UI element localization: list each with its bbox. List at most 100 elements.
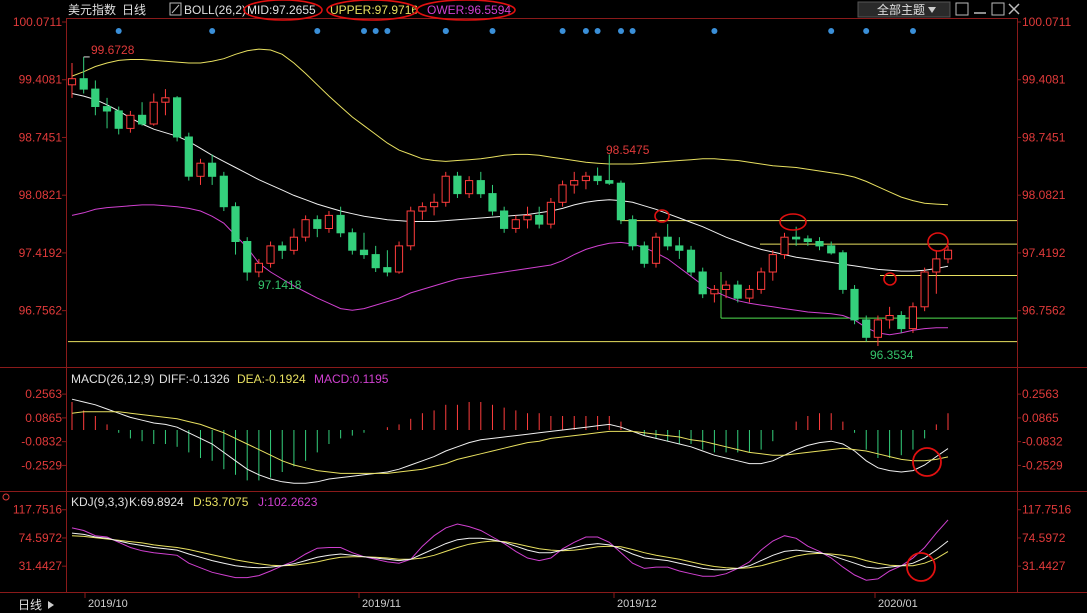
candle — [301, 219, 310, 238]
y-tick-label-right: 0.2563 — [1022, 387, 1059, 401]
event-marker-dot — [863, 28, 870, 34]
candle — [838, 252, 847, 290]
event-marker-dot — [618, 28, 624, 34]
candle — [79, 78, 88, 90]
y-tick-label-right: -0.2529 — [1022, 458, 1063, 472]
candle — [359, 249, 369, 256]
candle — [523, 214, 532, 221]
highlight-circle — [883, 272, 897, 286]
y-tick-label-right: 0.0865 — [1022, 411, 1059, 425]
date-tick-label: 2019/12 — [617, 598, 657, 610]
candle — [885, 315, 894, 321]
record-icon[interactable] — [2, 493, 10, 501]
boll-upper-line — [71, 48, 949, 206]
candle — [605, 180, 614, 184]
candle — [593, 175, 602, 182]
candle — [745, 288, 754, 299]
candle — [827, 245, 836, 254]
candle — [126, 114, 135, 129]
candle — [441, 175, 450, 203]
y-tick-label-right: 31.4427 — [1022, 559, 1066, 573]
macd-dea-value: DEA:-0.1924 — [237, 372, 306, 386]
candle — [348, 232, 357, 251]
y-tick-label-left: 96.7562 — [19, 304, 63, 318]
candle — [815, 241, 824, 247]
candle — [102, 106, 112, 112]
y-tick-label-right: 100.0711 — [1022, 15, 1071, 29]
candle — [722, 284, 731, 291]
date-tick-label: 2020/01 — [878, 598, 918, 610]
candle — [173, 97, 182, 138]
lower-highlight-ellipse — [416, 0, 516, 21]
candle — [920, 271, 929, 308]
y-tick-label-right: 97.4192 — [1022, 246, 1066, 260]
candle — [663, 236, 672, 247]
y-tick-label-left: -0.2529 — [21, 458, 62, 472]
candle — [266, 245, 275, 264]
y-tick-label-left: 99.4081 — [19, 73, 63, 87]
candle — [488, 193, 497, 212]
candle — [675, 245, 684, 251]
candle — [91, 88, 100, 107]
high2-annotation: 98.5475 — [606, 143, 650, 157]
candle — [850, 288, 859, 321]
candle — [581, 175, 590, 182]
boll-lower-value: OWER:96.5594 — [427, 3, 511, 17]
candle — [394, 245, 404, 273]
y-tick-label-left: 0.0865 — [25, 411, 62, 425]
highlight-circle — [927, 232, 949, 252]
kdj-cross-circle — [906, 552, 936, 582]
macd-diff-line — [71, 398, 949, 484]
y-tick-label-right: 117.7516 — [1022, 503, 1071, 517]
candle — [511, 219, 520, 229]
candle — [465, 180, 474, 195]
candle — [733, 284, 742, 299]
candle — [383, 267, 392, 273]
event-marker-dot — [559, 28, 566, 34]
candle — [418, 206, 427, 212]
candle — [371, 254, 380, 269]
window-restore-icon[interactable] — [955, 2, 969, 16]
highlight-circle — [779, 213, 807, 231]
candle — [138, 114, 147, 125]
candle — [149, 101, 158, 125]
candle — [862, 319, 871, 338]
close-icon[interactable] — [1008, 3, 1020, 15]
y-tick-label-right: 96.7562 — [1022, 304, 1066, 318]
event-marker-dot — [209, 28, 216, 34]
macd-macd-value: MACD:0.1195 — [314, 372, 389, 386]
y-tick-label-right: 98.7451 — [1022, 131, 1066, 145]
candle — [208, 162, 217, 177]
y-tick-label-right: 99.4081 — [1022, 73, 1066, 87]
y-tick-label-left: -0.0832 — [21, 435, 62, 449]
period-badge[interactable]: 日线 — [18, 598, 42, 612]
theme-select[interactable] — [857, 1, 951, 18]
candle — [943, 249, 953, 260]
candle — [114, 110, 123, 129]
macd-dea-line — [71, 411, 949, 474]
chevron-right-icon[interactable] — [48, 601, 54, 609]
candle — [873, 319, 882, 338]
candle — [768, 254, 777, 273]
candle — [231, 206, 240, 242]
instrument-title: 美元指数 — [68, 2, 116, 17]
candle — [710, 288, 719, 295]
candle — [757, 271, 766, 290]
event-marker-dot — [361, 28, 367, 34]
y-tick-label-left: 117.7516 — [13, 503, 62, 517]
candle — [686, 249, 696, 273]
window-max-icon[interactable] — [991, 2, 1005, 16]
date-tick-label: 2019/11 — [362, 598, 401, 610]
y-tick-label-right: -0.0832 — [1022, 435, 1063, 449]
settings-icon[interactable] — [169, 2, 182, 16]
event-marker-dot — [629, 28, 636, 34]
macd-diff-value: DIFF:-0.1326 — [159, 372, 230, 386]
candle — [616, 182, 625, 221]
candle — [196, 162, 205, 177]
chevron-down-icon[interactable] — [928, 7, 936, 13]
highlight-circle — [654, 209, 670, 223]
event-marker-dot — [115, 28, 122, 34]
candle — [651, 236, 661, 264]
candle — [698, 271, 707, 295]
